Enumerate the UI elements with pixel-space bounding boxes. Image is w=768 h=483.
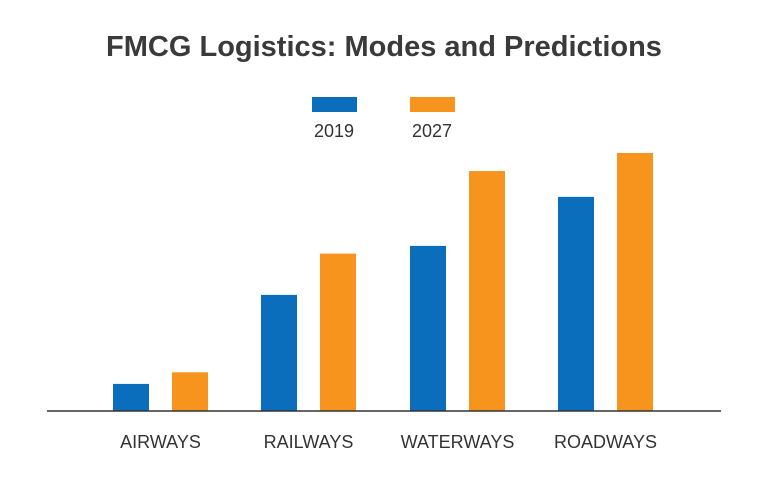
bars: [113, 153, 653, 411]
bar-2027-airways: [172, 372, 208, 411]
legend-label: 2027: [412, 121, 452, 141]
bar-2027-waterways: [469, 171, 505, 411]
bar-2019-railways: [261, 294, 297, 411]
legend-label: 2019: [314, 121, 354, 141]
bar-2027-railways: [320, 253, 356, 411]
x-tick-label: AIRWAYS: [120, 432, 201, 452]
bar-2019-roadways: [558, 196, 594, 411]
x-tick-label: ROADWAYS: [554, 432, 657, 452]
chart-title: FMCG Logistics: Modes and Predictions: [106, 31, 662, 63]
bar-2019-waterways: [410, 245, 446, 411]
x-tick-label: RAILWAYS: [264, 432, 354, 452]
legend-swatch-2019: [312, 97, 357, 112]
legend: 2019 2027: [312, 97, 455, 141]
bar-2027-roadways: [617, 153, 653, 411]
legend-swatch-2027: [410, 97, 455, 112]
bar-2019-airways: [113, 383, 149, 411]
x-tick-label: WATERWAYS: [401, 432, 515, 452]
x-axis-labels: AIRWAYS RAILWAYS WATERWAYS ROADWAYS: [120, 432, 657, 452]
